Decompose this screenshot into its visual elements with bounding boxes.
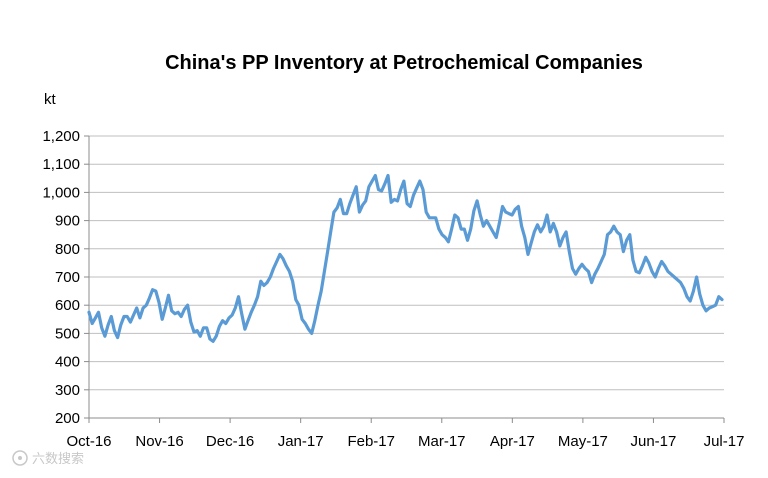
y-tick-label: 1,200 — [42, 128, 80, 145]
y-axis-unit-label: kt — [44, 91, 57, 108]
y-tick-label: 300 — [55, 382, 80, 399]
watermark-logo-icon — [12, 450, 28, 466]
y-tick-label: 1,000 — [42, 184, 80, 201]
watermark-text: 六数搜索 — [32, 451, 84, 466]
series-line — [87, 173, 724, 343]
y-tick-label: 500 — [55, 325, 80, 342]
x-tick-label: Jun-17 — [631, 433, 677, 450]
y-axis-tick-labels: 200 300 400 500 600 700 800 900 1,000 1,100 1,200 — [42, 128, 80, 427]
y-tick-label: 1,100 — [42, 156, 80, 173]
chart-title: China's PP Inventory at Petrochemical Co… — [165, 52, 643, 74]
y-tick-label: 400 — [55, 354, 80, 371]
x-tick-label: Mar-17 — [418, 433, 466, 450]
y-tick-label: 200 — [55, 410, 80, 427]
y-tick-label: 700 — [55, 269, 80, 286]
gridlines — [89, 135, 724, 391]
axes — [84, 135, 725, 423]
x-tick-label: Oct-16 — [66, 433, 111, 450]
y-tick-label: 600 — [55, 297, 80, 314]
x-tick-label: Jul-17 — [704, 433, 745, 450]
y-tick-label: 800 — [55, 241, 80, 258]
x-tick-label: Nov-16 — [135, 433, 183, 450]
y-tick-label: 900 — [55, 213, 80, 230]
x-tick-label: Feb-17 — [347, 433, 395, 450]
x-tick-label: Dec-16 — [206, 433, 254, 450]
x-tick-label: Apr-17 — [490, 433, 535, 450]
x-tick-label: May-17 — [558, 433, 608, 450]
x-tick-label: Jan-17 — [278, 433, 324, 450]
watermark: 六数搜索 — [12, 450, 84, 466]
x-axis-tick-labels: Oct-16 Nov-16 Dec-16 Jan-17 Feb-17 Mar-17 Apr-… — [66, 433, 744, 450]
series-layer — [87, 173, 724, 343]
